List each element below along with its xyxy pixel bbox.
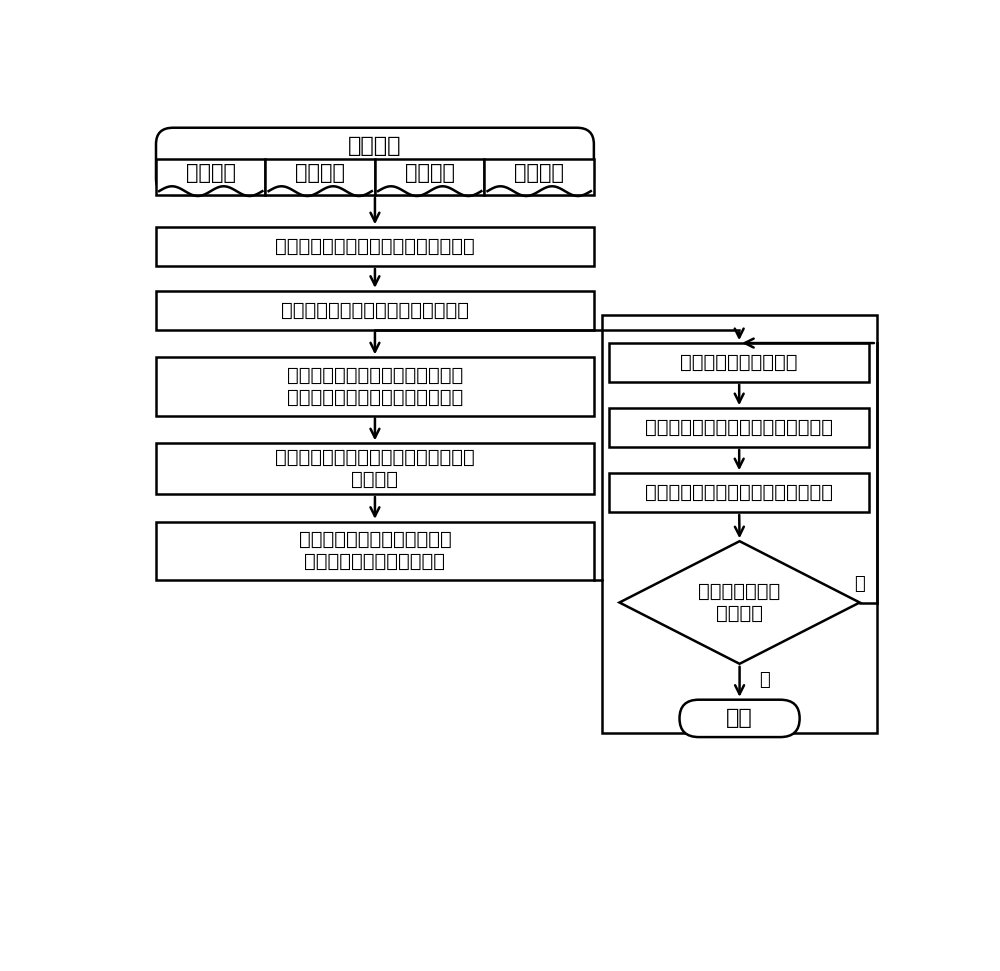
Text: 建立风扰动条件下的无人机运动学模型: 建立风扰动条件下的无人机运动学模型	[275, 237, 475, 256]
Bar	[484, 159, 594, 195]
Text: 基于状态反馈得到航迹跟踪控制指令: 基于状态反馈得到航迹跟踪控制指令	[645, 419, 833, 437]
Bar	[156, 521, 594, 580]
Bar	[609, 343, 869, 382]
Text: 基于参考航迹点信息生成直线段航迹: 基于参考航迹点信息生成直线段航迹	[281, 301, 469, 319]
Bar	[602, 315, 877, 733]
Text: 建立航迹跟踪误差模型: 建立航迹跟踪误差模型	[680, 353, 798, 372]
Text: 执行控制指令，获取无人机实时位置: 执行控制指令，获取无人机实时位置	[645, 484, 833, 502]
Bar	[265, 159, 375, 195]
Bar	[156, 357, 594, 416]
Text: 环境风场: 环境风场	[514, 163, 564, 183]
Bar	[156, 227, 594, 266]
Text: 无人机是否抵达
目标区域: 无人机是否抵达 目标区域	[698, 582, 781, 623]
Text: 飞行参数: 飞行参数	[186, 163, 236, 183]
Text: 输入信息: 输入信息	[348, 136, 402, 156]
Text: 任务参数: 任务参数	[405, 163, 455, 183]
Text: 参考航迹: 参考航迹	[295, 163, 345, 183]
Bar	[156, 290, 594, 329]
Text: 否: 否	[854, 575, 865, 593]
Text: 基于前视距离自适应准则计算
前视距离，得到导引参考角: 基于前视距离自适应准则计算 前视距离，得到导引参考角	[299, 530, 451, 571]
Bar	[156, 443, 594, 494]
FancyBboxPatch shape	[156, 128, 594, 195]
Text: 是: 是	[759, 671, 770, 689]
Bar	[156, 159, 265, 195]
Bar	[375, 159, 484, 195]
Polygon shape	[619, 541, 860, 664]
Bar	[609, 473, 869, 512]
Text: 结束: 结束	[726, 709, 753, 728]
Bar	[609, 408, 869, 447]
FancyBboxPatch shape	[680, 700, 800, 737]
Text: 计算无人机与参考航迹段上投影点间的
跟踪误差: 计算无人机与参考航迹段上投影点间的 跟踪误差	[275, 449, 475, 489]
Text: 基于自适应接纳圆策略计算接纳圆
半径，确定参考航迹段的切换时刻: 基于自适应接纳圆策略计算接纳圆 半径，确定参考航迹段的切换时刻	[287, 366, 463, 407]
